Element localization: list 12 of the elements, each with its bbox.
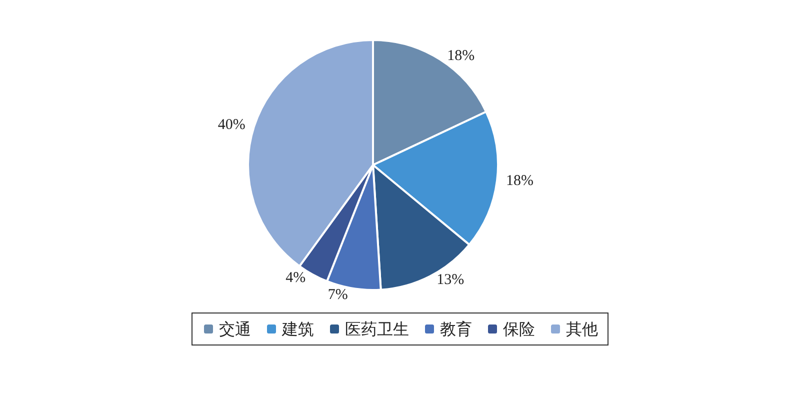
data-label: 18% xyxy=(447,48,475,64)
legend-label: 医药卫生 xyxy=(345,320,409,338)
legend-label: 其他 xyxy=(566,320,598,338)
data-label: 13% xyxy=(436,272,464,288)
data-label: 18% xyxy=(506,173,534,190)
data-label: 4% xyxy=(286,270,306,286)
legend-label: 保险 xyxy=(503,320,535,338)
data-label: 40% xyxy=(218,117,246,134)
data-label: 7% xyxy=(328,287,348,304)
legend-label: 教育 xyxy=(440,320,472,338)
legend-label: 建筑 xyxy=(281,320,314,338)
legend-label: 交通 xyxy=(219,320,251,338)
